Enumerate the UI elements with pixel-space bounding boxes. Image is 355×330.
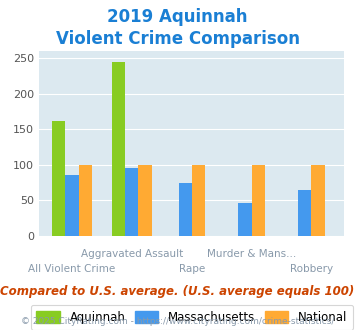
Bar — [78, 165, 92, 236]
Text: © 2025 CityRating.com - https://www.cityrating.com/crime-statistics/: © 2025 CityRating.com - https://www.city… — [21, 317, 334, 326]
Bar — [192, 165, 205, 236]
Text: All Violent Crime: All Violent Crime — [28, 264, 116, 274]
Text: 2019 Aquinnah: 2019 Aquinnah — [107, 8, 248, 26]
Text: Rape: Rape — [179, 264, 205, 274]
Text: Robbery: Robbery — [290, 264, 333, 274]
Bar — [311, 165, 324, 236]
Legend: Aquinnah, Massachusetts, National: Aquinnah, Massachusetts, National — [31, 305, 353, 330]
Bar — [112, 62, 125, 236]
Bar — [239, 203, 252, 236]
Text: Murder & Mans...: Murder & Mans... — [207, 249, 296, 259]
Bar — [65, 175, 78, 236]
Bar — [298, 190, 311, 236]
Text: Aggravated Assault: Aggravated Assault — [81, 249, 183, 259]
Text: Violent Crime Comparison: Violent Crime Comparison — [55, 30, 300, 48]
Bar — [252, 165, 265, 236]
Bar — [179, 182, 192, 236]
Bar — [125, 168, 138, 236]
Text: Compared to U.S. average. (U.S. average equals 100): Compared to U.S. average. (U.S. average … — [0, 285, 355, 298]
Bar — [52, 121, 65, 236]
Bar — [138, 165, 152, 236]
